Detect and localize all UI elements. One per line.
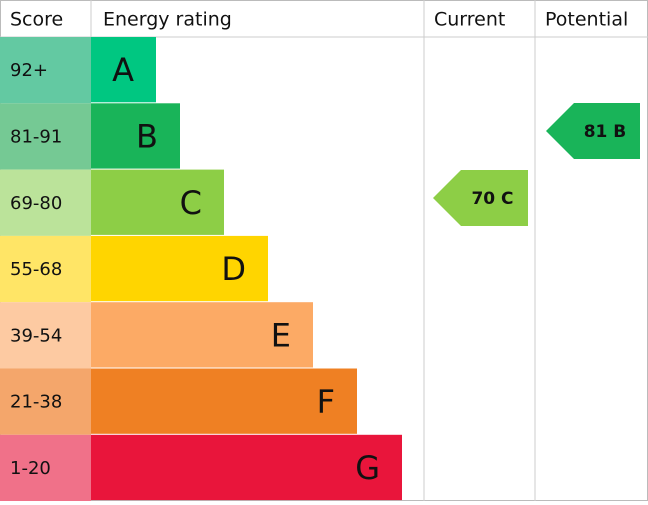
rating-bar (91, 434, 402, 501)
score-cell (0, 434, 91, 502)
rating-letter: E (271, 316, 291, 354)
score-label: 21-38 (10, 392, 62, 413)
rating-letter: D (221, 250, 246, 288)
current-header: Current (434, 9, 505, 31)
score-label: 81-91 (10, 126, 62, 147)
rating-letter: G (355, 449, 380, 487)
rating-letter: B (136, 117, 158, 155)
score-cell (0, 103, 91, 170)
rating-letter: F (317, 383, 335, 421)
score-cell (0, 302, 91, 369)
score-cell (0, 368, 91, 435)
score-label: 39-54 (10, 325, 62, 346)
score-label: 1-20 (10, 458, 51, 479)
potential-arrow (546, 103, 640, 159)
rating-bar (91, 169, 224, 235)
potential-header: Potential (545, 9, 628, 31)
rating-bar (91, 368, 357, 434)
current-label: 70 C (471, 189, 513, 209)
score-label: 69-80 (10, 193, 62, 214)
potential-label: 81 B (584, 122, 627, 142)
current-arrow (433, 170, 528, 226)
score-header: Score (10, 9, 63, 31)
rating-header: Energy rating (103, 9, 232, 31)
rating-bar (91, 235, 268, 302)
rating-bar (91, 37, 156, 103)
rating-letter: C (180, 184, 202, 222)
score-label: 55-68 (10, 259, 62, 280)
rating-bar (91, 103, 180, 169)
score-cell (0, 169, 91, 236)
rating-letter: A (112, 51, 134, 89)
score-label: 92+ (10, 60, 48, 81)
rating-bar (91, 302, 313, 368)
score-cell (0, 37, 91, 104)
score-cell (0, 235, 91, 303)
